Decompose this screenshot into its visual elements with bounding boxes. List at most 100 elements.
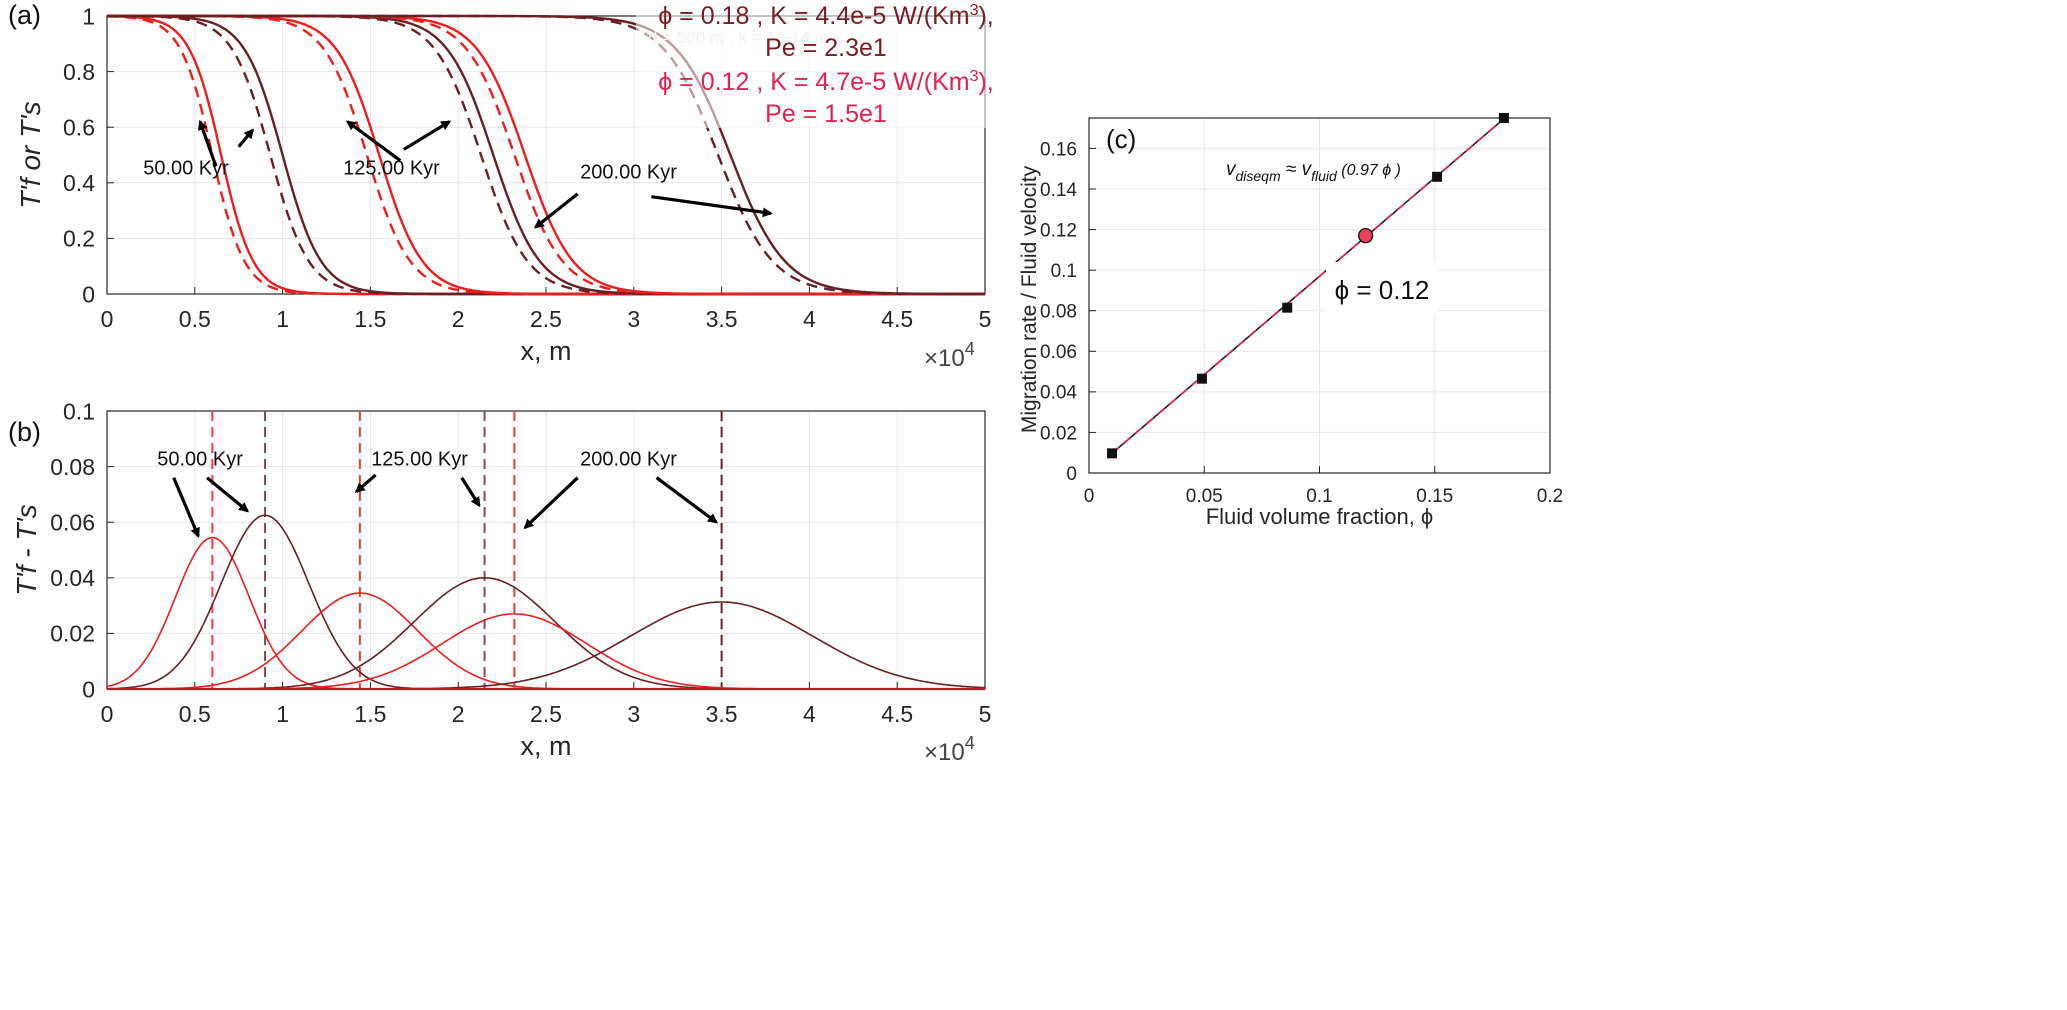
annotation-label: 50.00 Kyr <box>143 158 229 180</box>
y-tick-label: 0.1 <box>1051 261 1077 282</box>
y-tick-label: 0.08 <box>1040 302 1077 323</box>
legend-text-end: ), <box>978 68 993 96</box>
x-tick-label: 4 <box>803 306 816 332</box>
highlight-label-box <box>1326 262 1438 314</box>
annotation-arrow <box>655 476 718 524</box>
y-tick-label: 0.12 <box>1040 220 1077 241</box>
legend-superscript: 3 <box>970 2 979 19</box>
x-tick-label: 1.5 <box>354 306 386 332</box>
y-tick-label: 0.06 <box>50 509 95 535</box>
x-tick-label: 2 <box>452 306 465 332</box>
y-tick-label: 0 <box>82 281 95 307</box>
highlight-point <box>1357 228 1374 244</box>
y-axis-label: Migration rate / Fluid velocity <box>1018 165 1041 433</box>
legend-entry-line1: ϕ = 0.12 , K = 4.7e-5 W/(Km3), <box>658 68 994 96</box>
annotation-label: 125.00 Kyr <box>343 158 440 180</box>
x-tick-label: 4 <box>803 701 816 727</box>
legend-text: ϕ = 0.12 , K = 4.7e-5 W/(Km <box>658 68 969 96</box>
data-point <box>1498 113 1509 123</box>
fit-eq-subscript: fluid <box>1311 168 1338 184</box>
annotation-label: 200.00 Kyr <box>580 448 677 470</box>
annotation-arrow <box>523 476 579 530</box>
x-tick-label: 2.5 <box>530 306 562 332</box>
panel-label: (a) <box>8 0 41 30</box>
y-tick-label: 0 <box>1066 464 1077 485</box>
y-axis-label: T'f or T's <box>15 101 46 208</box>
annotation-arrow <box>354 473 377 493</box>
legend-entry-line1: ϕ = 0.18 , K = 4.4e-5 W/(Km3), <box>658 2 994 30</box>
x-multiplier: ×104 <box>924 733 975 766</box>
legend-text: ϕ = 0.18 , K = 4.4e-5 W/(Km <box>658 2 969 30</box>
annotation-arrow <box>651 195 773 218</box>
x-multiplier-exponent: 4 <box>965 733 975 753</box>
y-tick-label: 0.16 <box>1040 139 1077 160</box>
x-tick-label: 1 <box>276 306 289 332</box>
x-tick-label: 0.1 <box>1306 486 1332 507</box>
annotation-arrow <box>198 119 218 167</box>
annotation-arrow <box>206 476 250 513</box>
x-multiplier-base: ×10 <box>924 345 965 372</box>
panel-b: 0 0.5 1 1.5 2 2.5 3 3.5 4 4.5 5 0 0.02 0.04 0.06 0.08 0.… <box>8 398 991 766</box>
x-tick-label: 3 <box>627 701 640 727</box>
x-axis-label: Fluid volume fraction, ϕ <box>1206 504 1434 529</box>
x-tick-label: 0 <box>101 701 114 727</box>
annotation-arrow <box>402 120 452 151</box>
legend-text-end: ), <box>978 2 993 30</box>
fit-eq-part: v <box>1226 159 1237 180</box>
fit-eq-part: ≈ v <box>1281 159 1313 180</box>
x-tick-label: 0.2 <box>1537 486 1563 507</box>
y-tick-label: 0 <box>82 676 95 702</box>
x-tick-label: 0.05 <box>1186 486 1223 507</box>
highlight-label: ϕ = 0.12 <box>1335 275 1430 305</box>
y-tick-label: 0.04 <box>1040 383 1077 404</box>
x-multiplier-base: ×10 <box>924 739 965 766</box>
annotation-arrow <box>345 120 402 162</box>
fit-eq-part: (0.97 ϕ ) <box>1337 162 1401 179</box>
annotation-label: 125.00 Kyr <box>371 448 468 470</box>
y-tick-label: 0.8 <box>63 59 95 85</box>
y-tick-label: 0.14 <box>1040 180 1077 201</box>
y-tick-label: 0.04 <box>50 565 95 591</box>
legend-superscript: 3 <box>970 68 979 85</box>
y-tick-label: 0.02 <box>50 621 95 647</box>
y-tick-label: 0.06 <box>1040 342 1077 363</box>
y-tick-label: 0.08 <box>50 454 95 480</box>
y-tick-label: 0.4 <box>63 170 95 196</box>
fit-eq-subscript: diseqm <box>1236 168 1281 184</box>
annotation-arrow <box>237 128 255 148</box>
y-axis-label: T'f - T's <box>11 504 42 596</box>
panel-label: (b) <box>8 417 41 447</box>
annotation-label: 50.00 Kyr <box>157 448 243 470</box>
x-axis-label: x, m <box>521 336 572 366</box>
x-tick-label: 2.5 <box>530 701 562 727</box>
x-axis-label: x, m <box>521 731 572 761</box>
curve-line <box>107 14 985 296</box>
curve-line <box>107 14 985 296</box>
fit-dashed-line <box>1111 118 1505 455</box>
annotation-arrow <box>533 192 579 229</box>
x-tick-label: 4.5 <box>881 701 913 727</box>
x-tick-label: 4.5 <box>881 306 913 332</box>
x-tick-label: 0 <box>101 306 114 332</box>
legend-box <box>636 0 992 128</box>
data-point <box>1432 171 1443 182</box>
legend-entry-line2: Pe = 2.3e1 <box>765 34 887 62</box>
y-tick-label: 0.1 <box>63 398 95 424</box>
x-tick-label: 1 <box>276 701 289 727</box>
data-point <box>1196 373 1207 384</box>
x-tick-label: 2 <box>452 701 465 727</box>
x-tick-label: 0 <box>1084 486 1095 507</box>
annotation-arrow <box>460 476 481 508</box>
y-tick-label: 0.2 <box>63 226 95 252</box>
y-tick-label: 0.02 <box>1040 423 1077 444</box>
data-point <box>1107 448 1118 459</box>
x-tick-label: 5 <box>979 306 992 332</box>
panel-label: (c) <box>1106 124 1136 154</box>
x-multiplier: ×104 <box>924 339 975 372</box>
x-tick-label: 3 <box>627 306 640 332</box>
x-tick-label: 3.5 <box>706 306 738 332</box>
y-tick-label: 0.6 <box>63 114 95 140</box>
x-tick-label: 3.5 <box>706 701 738 727</box>
